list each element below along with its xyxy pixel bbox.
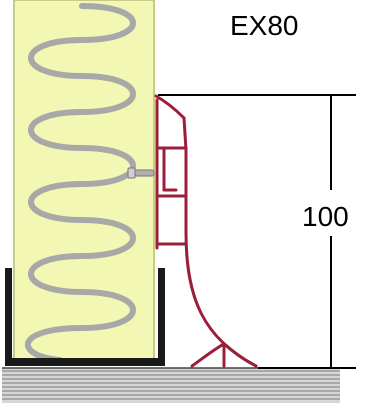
floor-slab — [2, 368, 340, 403]
insulation-panel — [13, 0, 155, 363]
insulation-coil — [25, 3, 136, 363]
skirting-profile — [154, 94, 258, 368]
dimension-value: 100 — [302, 201, 349, 232]
floor-hatching — [2, 370, 340, 400]
product-code: EX80 — [230, 10, 299, 41]
floor-base — [2, 367, 340, 403]
screw-icon — [127, 167, 155, 179]
dimension-annotation — [158, 94, 356, 369]
